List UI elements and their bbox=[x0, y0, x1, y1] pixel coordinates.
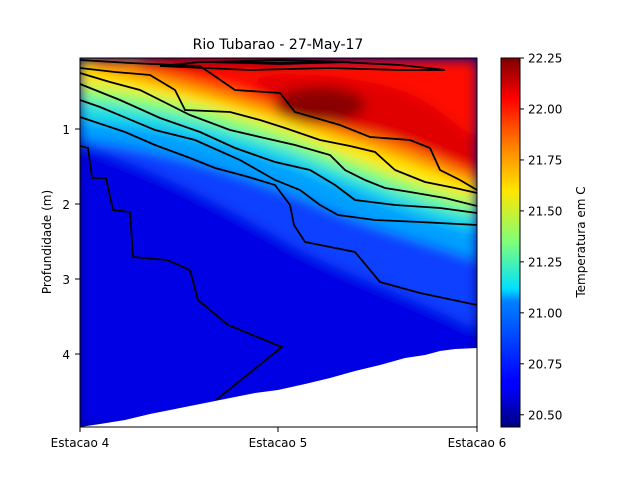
contour-line-4 bbox=[80, 83, 477, 214]
colorbar-gradient bbox=[500, 57, 521, 428]
colorbar-ticks: 22.25 22.00 21.75 21.50 21.25 21.00 20.75 20.50 bbox=[520, 52, 562, 422]
y-tick-label-1: 1 bbox=[62, 123, 70, 137]
x-tick-label-estacao-4: Estacao 4 bbox=[51, 436, 110, 450]
x-tick-label-estacao-6: Estacao 6 bbox=[448, 436, 507, 450]
colorbar-label: Temperatura em C bbox=[574, 186, 588, 298]
y-tick-label-3: 3 bbox=[62, 273, 70, 287]
heatmap-field bbox=[80, 58, 477, 427]
y-tick-label-2: 2 bbox=[62, 198, 70, 212]
colorbar-tick-label-1: 22.00 bbox=[528, 102, 562, 116]
colorbar-tick-label-7: 20.50 bbox=[528, 408, 562, 422]
colorbar-tick-label-4: 21.25 bbox=[528, 255, 562, 269]
colorbar: 22.25 22.00 21.75 21.50 21.25 21.00 20.75 20.50… bbox=[500, 52, 588, 428]
colorbar-tick-label-3: 21.50 bbox=[528, 204, 562, 218]
contour-line-3 bbox=[80, 99, 477, 226]
colorbar-tick-label-5: 21.00 bbox=[528, 306, 562, 320]
x-tick-label-estacao-5: Estacao 5 bbox=[249, 436, 308, 450]
colorbar-tick-label-2: 21.75 bbox=[528, 153, 562, 167]
y-axis: 1 2 3 4 Profundidade (m) bbox=[40, 123, 80, 362]
y-tick-label-4: 4 bbox=[62, 348, 70, 362]
colorbar-tick-label-0: 22.25 bbox=[528, 52, 562, 66]
contour-line-7 bbox=[80, 59, 477, 191]
bathymetry-mask bbox=[80, 348, 477, 427]
contour-line-2 bbox=[80, 116, 477, 306]
x-axis: Estacao 4 Estacao 5 Estacao 6 bbox=[51, 427, 507, 450]
contour-lines bbox=[80, 59, 477, 401]
contour-line-9 bbox=[209, 59, 351, 65]
y-axis-label: Profundidade (m) bbox=[40, 190, 54, 294]
contour-line-6 bbox=[80, 67, 477, 194]
contour-line-5 bbox=[80, 72, 477, 207]
chart-title: Rio Tubarao - 27-May-17 bbox=[193, 37, 364, 53]
contour-line-1 bbox=[80, 145, 284, 401]
colorbar-tick-label-6: 20.75 bbox=[528, 357, 562, 371]
